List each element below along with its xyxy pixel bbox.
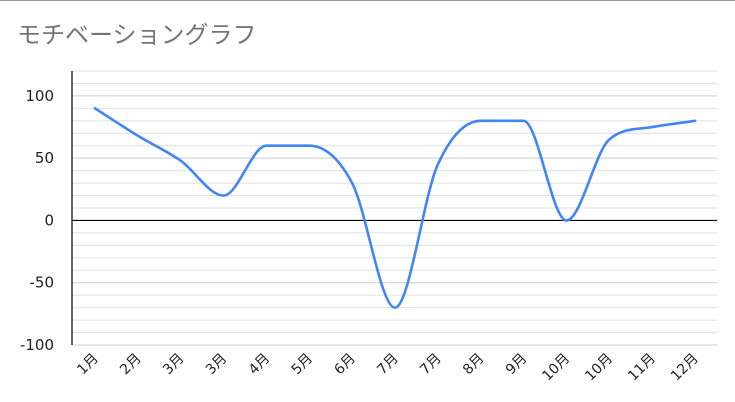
series-line — [93, 107, 697, 309]
x-tick-label: 7月 — [417, 351, 445, 379]
x-tick-label: 3月 — [160, 351, 188, 379]
data-point — [521, 118, 527, 124]
data-point — [92, 105, 98, 111]
x-tick-label: 5月 — [289, 351, 317, 379]
data-point — [306, 143, 312, 149]
data-point — [135, 133, 141, 139]
x-tick-label: 3月 — [203, 351, 231, 379]
data-point — [178, 158, 184, 164]
data-point — [392, 305, 398, 311]
data-point — [478, 118, 484, 124]
x-tick-label: 10月 — [539, 351, 573, 385]
data-point — [692, 118, 698, 124]
chart-title: モチベーショングラフ — [17, 21, 257, 49]
x-tick-label: 9月 — [503, 351, 531, 379]
x-tick-label: 4月 — [246, 351, 274, 379]
y-tick-label: 50 — [35, 149, 54, 167]
y-tick-label: -100 — [20, 336, 54, 354]
x-tick-label: 8月 — [460, 351, 488, 379]
x-tick-label: 2月 — [117, 351, 145, 379]
data-point — [349, 180, 355, 186]
series-layer — [92, 105, 698, 311]
x-tick-label: 12月 — [668, 351, 702, 385]
data-point — [435, 161, 441, 167]
y-tick-label: 100 — [25, 87, 54, 105]
y-tick-label: 0 — [44, 211, 54, 229]
x-tick-label: 6月 — [331, 351, 359, 379]
x-tick-label: 11月 — [625, 351, 659, 385]
data-point — [263, 143, 269, 149]
y-tick-labels: 100 50 0 -50 -100 — [20, 87, 54, 354]
x-tick-labels: 1月 2月 3月 3月 4月 5月 6月 7月 7月 8月 9月 10月 10月 11月 12月 — [74, 351, 702, 385]
y-tick-label: -50 — [30, 274, 55, 292]
data-point — [606, 137, 612, 143]
data-point — [221, 193, 227, 199]
x-tick-label: 1月 — [74, 351, 102, 379]
x-tick-label: 7月 — [374, 351, 402, 379]
axes — [71, 71, 717, 345]
grid-lines — [72, 70, 717, 346]
x-tick-label: 10月 — [582, 351, 616, 385]
data-point — [649, 124, 655, 130]
data-point — [563, 217, 569, 223]
